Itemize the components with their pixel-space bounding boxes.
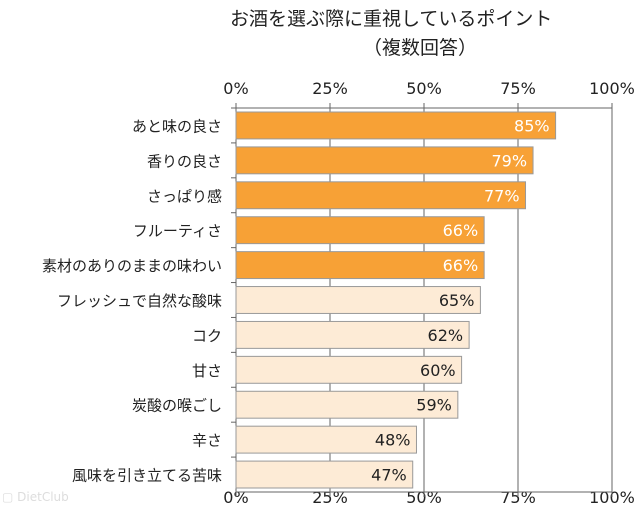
x-tick-label-bottom: 25% xyxy=(312,488,348,507)
bar xyxy=(235,390,459,419)
x-tick-label-top: 100% xyxy=(589,79,635,98)
x-tick-label-bottom: 50% xyxy=(406,488,442,507)
category-label: 辛さ xyxy=(192,432,222,450)
bar-value-label: 66% xyxy=(443,221,479,240)
x-tick-label-bottom: 0% xyxy=(223,488,248,507)
category-label: 香りの良さ xyxy=(147,152,222,170)
x-tick-label-top: 50% xyxy=(406,79,442,98)
chart-subtitle: （複数回答） xyxy=(362,37,477,59)
bar-value-label: 48% xyxy=(375,431,411,450)
category-label: さっぱり感 xyxy=(147,187,222,205)
bar-value-label: 47% xyxy=(371,466,407,485)
bar xyxy=(235,460,414,489)
category-label: 甘さ xyxy=(192,362,222,380)
bar-value-label: 60% xyxy=(420,361,456,380)
category-label: フルーティさ xyxy=(133,222,222,240)
bar xyxy=(235,320,470,349)
bar-value-label: 66% xyxy=(443,256,479,275)
watermark-logo: ▢ DietClub xyxy=(2,490,69,504)
x-tick-label-top: 75% xyxy=(500,79,536,98)
bar xyxy=(235,146,534,175)
x-tick-label-top: 25% xyxy=(312,79,348,98)
bar xyxy=(235,355,463,384)
bar-value-label: 77% xyxy=(484,186,520,205)
category-label: 素材のありのままの味わい xyxy=(42,257,222,275)
x-tick-label-bottom: 100% xyxy=(589,488,635,507)
bar xyxy=(235,111,557,140)
chart-title: お酒を選ぶ際に重視しているポイント xyxy=(230,8,553,30)
bar xyxy=(235,181,527,210)
bar-value-label: 65% xyxy=(439,291,475,310)
category-label: フレッシュで自然な酸味 xyxy=(57,292,222,310)
bar-value-label: 59% xyxy=(416,396,452,415)
x-tick-label-bottom: 75% xyxy=(500,488,536,507)
bar-value-label: 62% xyxy=(428,326,464,345)
category-label: 風味を引き立てる苦味 xyxy=(72,467,222,485)
bar-value-label: 79% xyxy=(491,151,527,170)
category-label: コク xyxy=(192,327,222,345)
category-label: 炭酸の喉ごし xyxy=(132,397,222,415)
bar xyxy=(235,251,485,280)
category-label: あと味の良さ xyxy=(132,117,222,135)
x-tick-label-top: 0% xyxy=(223,79,248,98)
bar-value-label: 85% xyxy=(514,116,550,135)
bar xyxy=(235,216,485,245)
bar xyxy=(235,425,417,454)
bar xyxy=(235,286,481,314)
